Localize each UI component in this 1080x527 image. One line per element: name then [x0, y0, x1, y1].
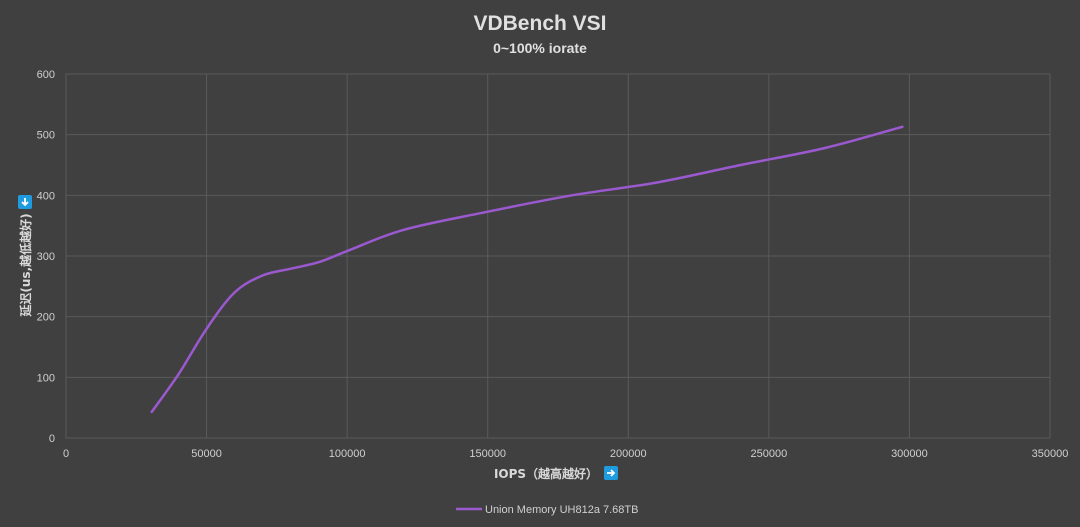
x-tick-label: 200000 — [610, 448, 647, 460]
chart-subtitle: 0~100% iorate — [493, 40, 587, 56]
right-arrow-icon — [604, 466, 618, 480]
y-axis-label-group: 延迟(us,越低越好) — [18, 195, 33, 318]
y-tick-labels: 0 100 200 300 400 500 600 — [37, 69, 55, 445]
y-tick-label: 200 — [37, 312, 55, 324]
y-tick-label: 500 — [37, 130, 55, 142]
y-tick-label: 300 — [37, 251, 55, 263]
grid-lines — [65, 73, 1051, 439]
series-lines — [150, 125, 904, 414]
x-tick-label: 150000 — [469, 448, 506, 460]
x-axis-label: IOPS（越高越好） — [494, 466, 598, 481]
down-arrow-icon — [18, 195, 32, 209]
x-tick-labels: 0 50000 100000 150000 200000 250000 300000 3500… — [63, 448, 1068, 460]
x-tick-label: 250000 — [750, 448, 787, 460]
y-tick-label: 100 — [37, 372, 55, 384]
x-tick-label: 100000 — [329, 448, 366, 460]
legend-label: Union Memory UH812a 7.68TB — [485, 504, 638, 516]
y-tick-label: 400 — [37, 190, 55, 202]
y-tick-label: 0 — [49, 433, 55, 445]
series-line — [150, 125, 904, 414]
x-tick-label: 300000 — [891, 448, 928, 460]
legend: Union Memory UH812a 7.68TB — [456, 504, 638, 516]
x-tick-label: 350000 — [1032, 448, 1069, 460]
x-tick-label: 0 — [63, 448, 69, 460]
x-axis-label-group: IOPS（越高越好） — [494, 466, 618, 481]
y-tick-label: 600 — [37, 69, 55, 81]
y-axis-label: 延迟(us,越低越好) — [18, 213, 33, 317]
chart-title: VDBench VSI — [473, 12, 606, 35]
x-tick-label: 50000 — [191, 448, 222, 460]
